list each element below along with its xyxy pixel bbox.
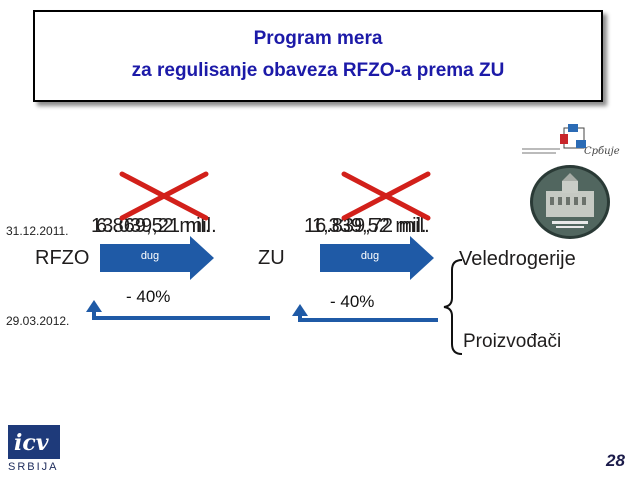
right-reduction: - 40%	[330, 292, 375, 311]
right-amount-b: 1,339,52 mil.	[312, 215, 427, 237]
left-strike-cross-icon	[119, 171, 209, 221]
date-second: 29.03.2012.	[6, 314, 70, 328]
svg-text:icv: icv	[14, 430, 49, 456]
page-number: 28	[606, 451, 625, 470]
left-amount-a: 13.039,21 mil.	[91, 215, 217, 237]
icv-logo: icv	[8, 425, 60, 464]
right-return-arrow-icon	[292, 304, 438, 322]
left-arrow-label: dug	[140, 250, 160, 262]
government-logo-icon: Србије	[522, 124, 620, 157]
building-medallion	[528, 163, 612, 241]
icv-logo-icon: icv	[8, 425, 60, 459]
icv-logo-text: SRBIJA	[8, 461, 59, 473]
zu-label: ZU	[258, 247, 285, 269]
building-photo-icon	[530, 165, 610, 239]
title-line-1: Program mera	[253, 28, 383, 49]
title-line-2: za regulisanje obaveza RFZO-a prema ZU	[131, 60, 505, 81]
svg-text:Србије: Србије	[584, 146, 620, 157]
left-amount-b: 6.869,52 mil.	[96, 215, 211, 237]
left-return-arrow-icon	[86, 300, 270, 320]
date-first: 31.12.2011.	[6, 224, 69, 238]
right-amount-a: 16.839,72 mil.	[304, 215, 430, 237]
manufacturers-label: Proizvođači	[463, 331, 562, 352]
left-reduction: - 40%	[126, 287, 171, 306]
right-strike-cross-icon	[341, 171, 431, 221]
government-emblem: Србије	[520, 122, 620, 162]
rfzo-label: RFZO	[35, 247, 90, 269]
right-arrow-label: dug	[360, 250, 380, 262]
left-debt-arrow-icon	[100, 236, 214, 280]
targets-bracket-icon	[443, 259, 463, 355]
right-debt-arrow-icon	[320, 236, 434, 280]
wholesalers-label: Veledrogerije	[459, 248, 576, 270]
title-box: Program mera za regulisanje obaveza RFZO…	[33, 10, 603, 102]
